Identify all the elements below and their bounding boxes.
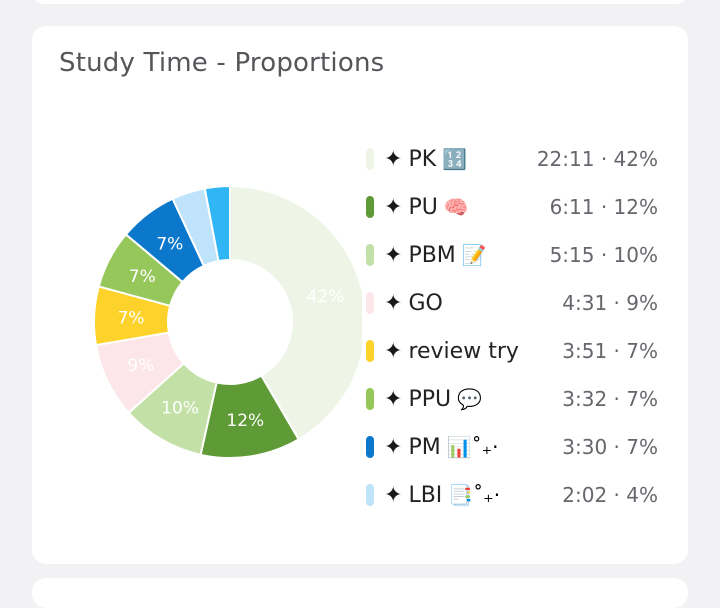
legend-emoji-icon: 📝 [461, 243, 487, 267]
legend-label: PPU [408, 386, 452, 412]
legend-label: review try [408, 338, 519, 364]
legend-label: PU [408, 194, 438, 220]
slice-percent-label: 42% [307, 287, 345, 307]
legend-item[interactable]: ✦ PM 📊˚₊‧ 3:30 · 7% [366, 423, 658, 471]
next-card [32, 578, 688, 608]
sparkle-icon: ✦ [384, 386, 403, 412]
card-title: Study Time - Proportions [59, 48, 385, 78]
study-time-card: Study Time - Proportions 42% 12% 10% 9% 7% 7%… [32, 26, 688, 564]
slice-percent-label: 7% [129, 267, 156, 287]
legend-emoji-icon: 🧠 [443, 195, 469, 219]
legend-swatch [366, 196, 374, 218]
legend-item[interactable]: ✦ GO 4:31 · 9% [366, 279, 658, 327]
slice-percent-label: 7% [156, 234, 183, 254]
legend-value: 5:15 · 10% [549, 243, 658, 267]
legend-item[interactable]: ✦ PK 🔢 22:11 · 42% [366, 135, 658, 183]
legend-value: 2:02 · 4% [562, 483, 658, 507]
legend-item[interactable]: ✦ PPU 💬 3:32 · 7% [366, 375, 658, 423]
legend-value: 3:30 · 7% [562, 435, 658, 459]
sparkle-icon: ✦ [384, 338, 403, 364]
legend-swatch [366, 484, 374, 506]
legend-value: 6:11 · 12% [549, 195, 658, 219]
legend-item[interactable]: ✦ PU 🧠 6:11 · 12% [366, 183, 658, 231]
legend-swatch [366, 148, 374, 170]
legend-value: 22:11 · 42% [536, 147, 658, 171]
legend-swatch [366, 436, 374, 458]
legend-value: 3:51 · 7% [562, 339, 658, 363]
legend-emoji-icon: 📊˚₊‧ [446, 435, 499, 459]
legend-label: PBM [408, 242, 456, 268]
legend-swatch [366, 292, 374, 314]
slice-percent-label: 10% [161, 398, 199, 418]
legend-swatch [366, 388, 374, 410]
sparkle-icon: ✦ [384, 194, 403, 220]
donut-slice-pk[interactable] [229, 184, 362, 441]
sparkle-icon: ✦ [384, 434, 403, 460]
legend-emoji-icon: 📑˚₊‧ [448, 483, 501, 507]
slice-percent-label: 9% [127, 356, 154, 376]
previous-card [32, 0, 688, 4]
sparkle-icon: ✦ [384, 482, 403, 508]
slice-percent-label: 12% [226, 411, 264, 431]
legend-item[interactable]: ✦ review try 3:51 · 7% [366, 327, 658, 375]
legend-label: PK [408, 146, 437, 172]
legend-label: PM [408, 434, 441, 460]
legend-label: LBI [408, 482, 443, 508]
legend-label: GO [408, 290, 443, 316]
donut-chart: 42%12%10%9%7%7%7% [93, 184, 362, 459]
legend-emoji-icon: 🔢 [442, 147, 468, 171]
legend-value: 3:32 · 7% [562, 387, 658, 411]
legend-swatch [366, 340, 374, 362]
chart-legend: ✦ PK 🔢 22:11 · 42% ✦ PU 🧠 6:11 · 12% ✦ PBM 📝 5:15 ·… [366, 135, 658, 519]
legend-emoji-icon: 💬 [457, 387, 482, 411]
sparkle-icon: ✦ [384, 146, 403, 172]
legend-swatch [366, 244, 374, 266]
sparkle-icon: ✦ [384, 242, 403, 268]
legend-item[interactable]: ✦ LBI 📑˚₊‧ 2:02 · 4% [366, 471, 658, 519]
legend-item[interactable]: ✦ PBM 📝 5:15 · 10% [366, 231, 658, 279]
donut-slice-other[interactable] [203, 184, 231, 263]
slice-percent-label: 7% [118, 308, 145, 328]
legend-value: 4:31 · 9% [562, 291, 658, 315]
sparkle-icon: ✦ [384, 290, 403, 316]
